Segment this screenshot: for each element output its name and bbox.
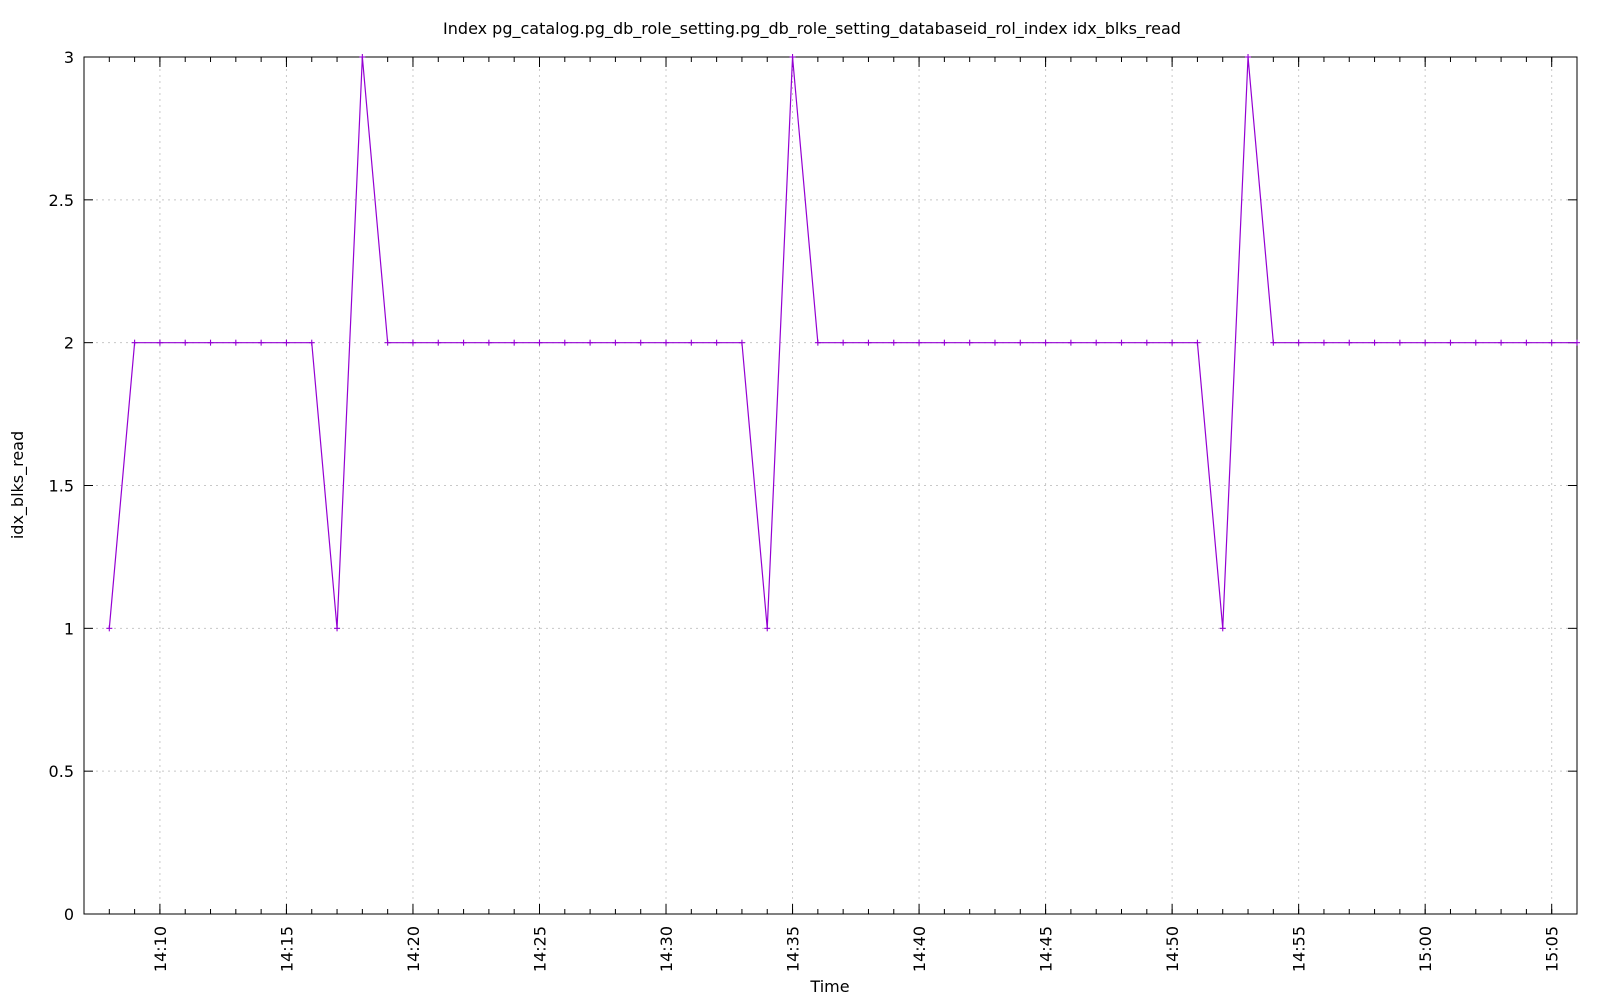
data-point xyxy=(1346,339,1353,346)
x-axis-label: Time xyxy=(809,977,849,996)
data-point xyxy=(1270,339,1277,346)
data-point xyxy=(865,339,872,346)
data-point xyxy=(1245,54,1252,60)
data-point xyxy=(637,339,644,346)
x-tick-label: 14:35 xyxy=(784,926,803,972)
data-point xyxy=(460,339,467,346)
x-tick-label: 14:45 xyxy=(1037,926,1056,972)
data-point xyxy=(966,339,973,346)
data-point xyxy=(258,339,265,346)
x-tick-label: 14:30 xyxy=(657,926,676,972)
y-tick-label: 0 xyxy=(64,905,74,924)
data-point xyxy=(359,54,366,60)
data-point xyxy=(1093,339,1100,346)
data-point xyxy=(511,339,518,346)
data-point xyxy=(485,339,492,346)
data-point xyxy=(1169,339,1176,346)
data-point xyxy=(789,54,796,60)
data-point xyxy=(1118,339,1125,346)
data-point xyxy=(890,339,897,346)
data-point xyxy=(840,339,847,346)
y-tick-label: 1 xyxy=(64,619,74,638)
data-point xyxy=(1422,339,1429,346)
y-axis: 0 0.5 1 1.5 2 2.5 3 xyxy=(49,48,1577,924)
data-point xyxy=(409,339,416,346)
x-tick-label: 15:00 xyxy=(1416,926,1435,972)
x-axis: 14:10 14:15 14:20 14:25 14:30 14:35 14:40 14:45… xyxy=(83,57,1578,972)
y-tick-label: 2.5 xyxy=(49,191,74,210)
data-point xyxy=(1042,339,1049,346)
grid xyxy=(84,57,1577,914)
data-point xyxy=(814,339,821,346)
data-point xyxy=(207,339,214,346)
chart-title: Index pg_catalog.pg_db_role_setting.pg_d… xyxy=(443,19,1181,39)
series xyxy=(106,54,1580,632)
data-point xyxy=(106,625,113,632)
data-point xyxy=(536,339,543,346)
data-point xyxy=(232,339,239,346)
data-point xyxy=(1017,339,1024,346)
x-tick-label: 14:10 xyxy=(151,926,170,972)
data-point xyxy=(1396,339,1403,346)
data-point xyxy=(587,339,594,346)
data-point xyxy=(1498,339,1505,346)
data-point xyxy=(688,339,695,346)
data-point xyxy=(941,339,948,346)
data-point xyxy=(384,339,391,346)
y-tick-label: 0.5 xyxy=(49,762,74,781)
data-point xyxy=(1194,339,1201,346)
data-point xyxy=(561,339,568,346)
data-point xyxy=(916,339,923,346)
data-point xyxy=(131,339,138,346)
data-point xyxy=(435,339,442,346)
x-tick-label: 14:20 xyxy=(404,926,423,972)
y-axis-label: idx_blks_read xyxy=(8,431,28,539)
data-point xyxy=(308,339,315,346)
data-point xyxy=(334,625,341,632)
data-point xyxy=(1548,339,1555,346)
data-point xyxy=(612,339,619,346)
data-point xyxy=(283,339,290,346)
x-tick-label: 14:15 xyxy=(277,926,296,972)
x-tick-label: 14:40 xyxy=(910,926,929,972)
y-tick-label: 1.5 xyxy=(49,477,74,496)
y-tick-label: 3 xyxy=(64,48,74,67)
x-tick-label: 14:25 xyxy=(530,926,549,972)
data-point xyxy=(1523,339,1530,346)
x-tick-label: 14:55 xyxy=(1290,926,1309,972)
data-point xyxy=(1143,339,1150,346)
y-tick-label: 2 xyxy=(64,334,74,353)
data-point xyxy=(764,625,771,632)
data-point xyxy=(1574,339,1580,346)
x-tick-label: 15:05 xyxy=(1543,926,1562,972)
data-point xyxy=(1219,625,1226,632)
data-point xyxy=(663,339,670,346)
data-point xyxy=(991,339,998,346)
x-tick-label: 14:50 xyxy=(1163,926,1182,972)
data-point xyxy=(713,339,720,346)
data-point xyxy=(1320,339,1327,346)
data-point xyxy=(156,339,163,346)
data-point xyxy=(1472,339,1479,346)
data-point xyxy=(1371,339,1378,346)
data-point xyxy=(1295,339,1302,346)
data-point xyxy=(1067,339,1074,346)
data-point xyxy=(738,339,745,346)
data-point xyxy=(182,339,189,346)
data-point xyxy=(1447,339,1454,346)
